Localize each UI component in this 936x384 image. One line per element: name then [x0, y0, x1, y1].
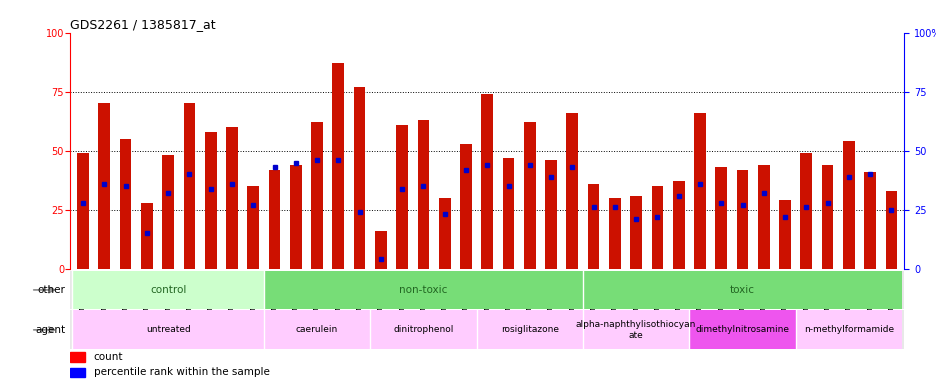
Bar: [694, 113, 705, 269]
Text: non-toxic: non-toxic: [399, 285, 447, 295]
Bar: [264, 271, 582, 309]
Bar: [70, 367, 85, 377]
Bar: [205, 132, 216, 269]
Bar: [630, 195, 641, 269]
Bar: [226, 127, 238, 269]
Bar: [799, 153, 812, 269]
Bar: [863, 172, 875, 269]
Bar: [374, 231, 387, 269]
Bar: [545, 160, 556, 269]
Text: GDS2261 / 1385817_at: GDS2261 / 1385817_at: [70, 18, 215, 31]
Bar: [689, 310, 795, 349]
Text: other: other: [37, 285, 66, 295]
Bar: [587, 184, 599, 269]
Bar: [582, 271, 901, 309]
Bar: [885, 191, 897, 269]
Bar: [779, 200, 790, 269]
Bar: [481, 94, 492, 269]
Bar: [438, 198, 450, 269]
Bar: [247, 186, 258, 269]
Bar: [821, 165, 833, 269]
Bar: [476, 310, 582, 349]
Bar: [566, 113, 578, 269]
Bar: [502, 158, 514, 269]
Bar: [757, 165, 768, 269]
Bar: [736, 170, 748, 269]
Bar: [289, 165, 301, 269]
Bar: [715, 167, 726, 269]
Bar: [311, 122, 323, 269]
Text: agent: agent: [36, 325, 66, 335]
Bar: [332, 63, 344, 269]
Bar: [264, 310, 370, 349]
Bar: [370, 310, 476, 349]
Bar: [77, 153, 89, 269]
Bar: [72, 271, 264, 309]
Bar: [396, 125, 407, 269]
Bar: [417, 120, 429, 269]
Text: toxic: toxic: [729, 285, 754, 295]
Text: control: control: [150, 285, 186, 295]
Text: alpha-naphthylisothiocyan
ate: alpha-naphthylisothiocyan ate: [576, 320, 695, 339]
Text: caerulein: caerulein: [296, 325, 338, 334]
Text: n-methylformamide: n-methylformamide: [803, 325, 893, 334]
Text: rosiglitazone: rosiglitazone: [500, 325, 558, 334]
Bar: [460, 144, 472, 269]
Bar: [608, 198, 620, 269]
Bar: [72, 310, 264, 349]
Text: count: count: [94, 352, 123, 362]
Bar: [162, 156, 174, 269]
Bar: [70, 352, 85, 362]
Text: dinitrophenol: dinitrophenol: [393, 325, 453, 334]
Bar: [98, 104, 110, 269]
Bar: [795, 310, 901, 349]
Text: untreated: untreated: [146, 325, 190, 334]
Bar: [183, 104, 195, 269]
Bar: [269, 170, 280, 269]
Bar: [140, 203, 153, 269]
Bar: [582, 310, 689, 349]
Bar: [354, 87, 365, 269]
Text: percentile rank within the sample: percentile rank within the sample: [94, 367, 270, 377]
Bar: [672, 181, 684, 269]
Bar: [651, 186, 663, 269]
Text: dimethylnitrosamine: dimethylnitrosamine: [695, 325, 789, 334]
Bar: [523, 122, 535, 269]
Bar: [120, 139, 131, 269]
Bar: [842, 141, 854, 269]
